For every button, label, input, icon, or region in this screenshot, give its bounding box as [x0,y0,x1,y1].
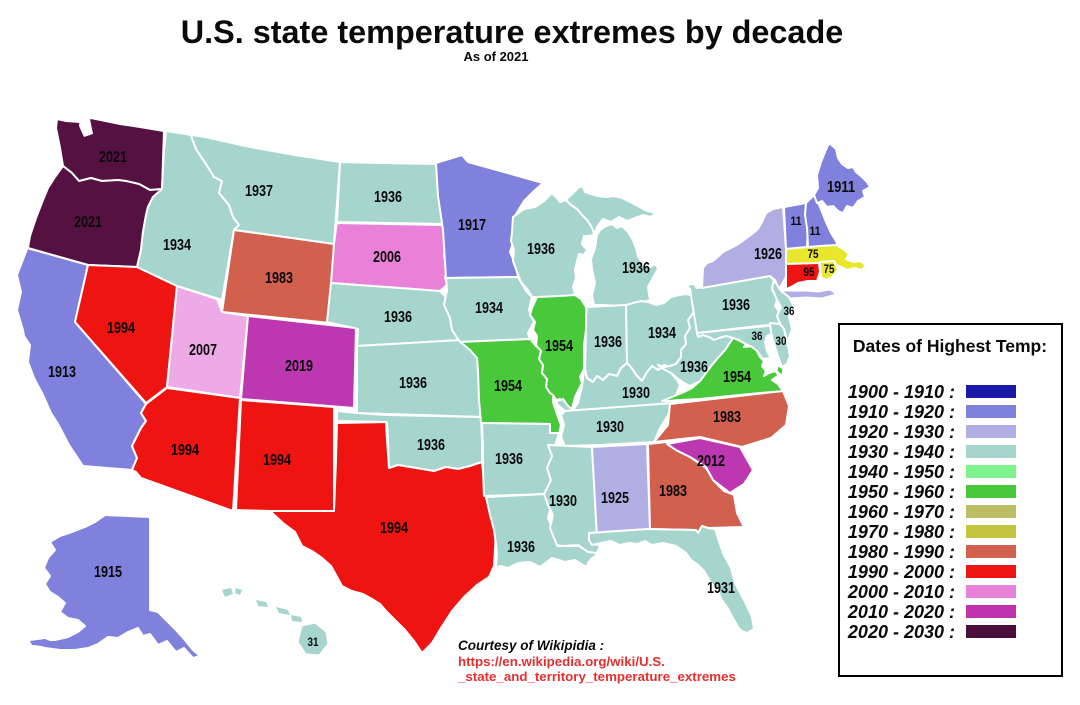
svg-text:1954: 1954 [545,338,573,355]
svg-text:11: 11 [791,216,803,228]
svg-text:1936: 1936 [384,309,412,326]
svg-text:1910 - 1920 :: 1910 - 1920 : [848,402,955,422]
svg-text:75: 75 [808,249,820,261]
svg-text:1926: 1926 [754,246,782,263]
svg-text:As of 2021: As of 2021 [463,49,528,64]
svg-text:1915: 1915 [94,564,122,581]
svg-text:1936: 1936 [417,437,445,454]
svg-text:1994: 1994 [263,452,291,469]
svg-text:1930 - 1940 :: 1930 - 1940 : [848,442,955,462]
svg-text:1983: 1983 [265,270,293,287]
svg-text:36: 36 [784,306,795,318]
svg-text:1954: 1954 [723,369,751,386]
svg-text:1936: 1936 [495,451,523,468]
svg-text:1994: 1994 [107,320,135,337]
svg-text:1950 - 1960 :: 1950 - 1960 : [848,482,955,502]
svg-text:2021: 2021 [74,214,102,231]
svg-text:U.S. state temperature extreme: U.S. state temperature extremes by decad… [181,14,844,50]
svg-text:1930: 1930 [596,419,624,436]
svg-text:1934: 1934 [648,325,676,342]
svg-text:75: 75 [824,264,836,276]
svg-text:1911: 1911 [827,179,855,196]
svg-text:2007: 2007 [189,342,217,359]
svg-text:2010 - 2020 :: 2010 - 2020 : [847,602,955,622]
svg-text:1936: 1936 [399,375,427,392]
svg-text:1934: 1934 [475,300,503,317]
svg-text:1930: 1930 [549,493,577,510]
svg-text:2006: 2006 [373,249,401,266]
svg-text:1936: 1936 [622,260,650,277]
svg-text:1913: 1913 [48,364,76,381]
svg-text:2020 - 2030 :: 2020 - 2030 : [847,622,955,642]
svg-text:1920 - 1930 :: 1920 - 1930 : [848,422,955,442]
svg-text:1931: 1931 [707,580,735,597]
svg-text:2000 - 2010 :: 2000 - 2010 : [847,582,955,602]
svg-text:1917: 1917 [458,217,486,234]
svg-text:Courtesy of Wikipidia :: Courtesy of Wikipidia : [458,638,604,653]
svg-text:36: 36 [752,331,763,343]
svg-text:2012: 2012 [697,453,725,470]
svg-text:1925: 1925 [601,490,629,507]
svg-text:30: 30 [776,336,787,348]
svg-text:1940 - 1950 :: 1940 - 1950 : [848,462,955,482]
svg-text:1960 - 1970 :: 1960 - 1970 : [848,502,955,522]
svg-text:1937: 1937 [245,183,273,200]
svg-text:1990 - 2000 :: 1990 - 2000 : [848,562,955,582]
svg-text:1936: 1936 [594,334,622,351]
svg-text:1936: 1936 [527,241,555,258]
svg-text:1983: 1983 [713,409,741,426]
svg-text:1936: 1936 [374,189,402,206]
svg-text:_state_and_territory_temperatu: _state_and_territory_temperature_extreme… [457,669,736,684]
svg-text:1936: 1936 [680,359,708,376]
svg-text:https://en.wikipedia.org/wiki/: https://en.wikipedia.org/wiki/U.S. [458,654,665,669]
svg-text:1970 - 1980 :: 1970 - 1980 : [848,522,955,542]
svg-text:31: 31 [308,637,320,649]
svg-text:1994: 1994 [380,520,408,537]
svg-text:1983: 1983 [659,483,687,500]
svg-text:95: 95 [804,267,816,279]
svg-text:2019: 2019 [285,358,313,375]
svg-text:1900 - 1910 :: 1900 - 1910 : [848,382,955,402]
svg-text:1930: 1930 [622,385,650,402]
svg-text:1980 - 1990 :: 1980 - 1990 : [848,542,955,562]
svg-text:1934: 1934 [163,237,191,254]
svg-text:1936: 1936 [722,297,750,314]
svg-text:11: 11 [810,226,822,238]
svg-text:2021: 2021 [99,149,127,166]
svg-text:1936: 1936 [507,539,535,556]
svg-text:1994: 1994 [171,442,199,459]
svg-text:1954: 1954 [494,378,522,395]
svg-text:Dates of Highest Temp:: Dates of Highest Temp: [853,336,1047,356]
